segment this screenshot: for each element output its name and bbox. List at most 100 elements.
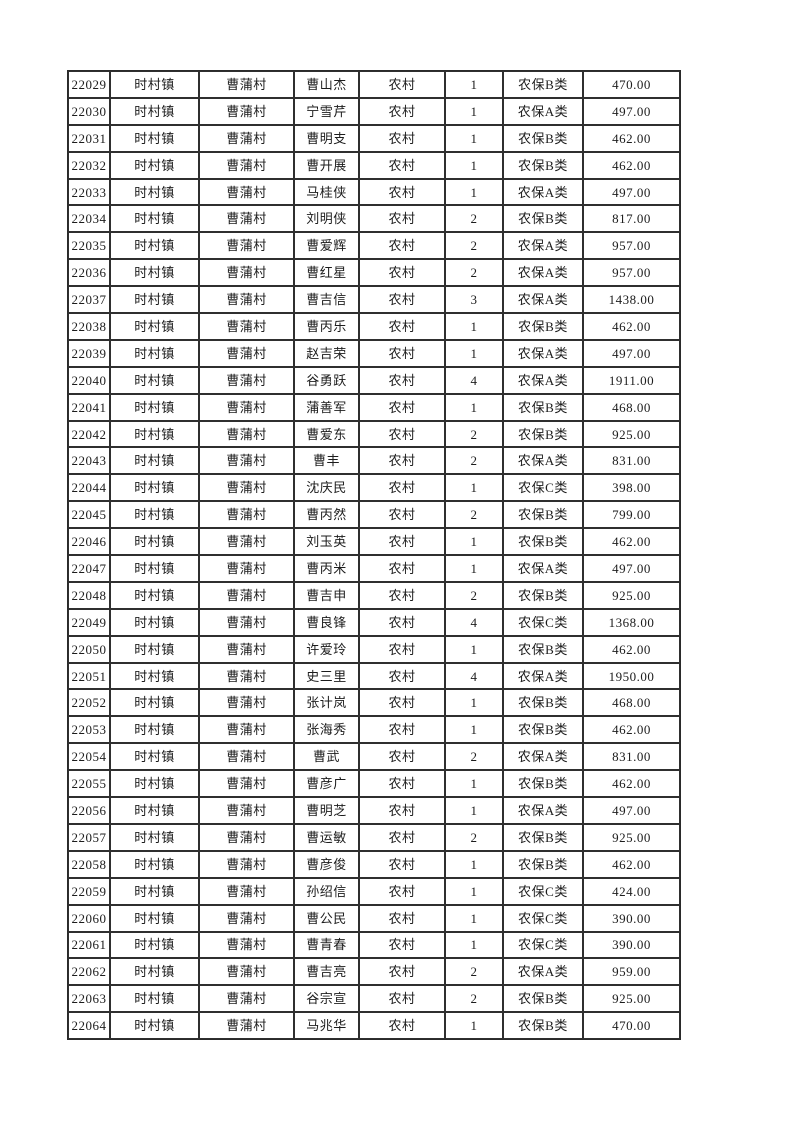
cell-town: 时村镇 xyxy=(110,958,199,986)
cell-insurance-class: 农保A类 xyxy=(503,97,583,125)
cell-town: 时村镇 xyxy=(110,662,199,690)
table-row: 22044 时村镇 曹蒲村 沈庆民 农村 1 农保C类 398.00 xyxy=(68,474,680,502)
cell-record-id: 22038 xyxy=(68,313,110,340)
cell-residence-type: 农村 xyxy=(359,770,445,798)
table-row: 22037 时村镇 曹蒲村 曹吉信 农村 3 农保A类 1438.00 xyxy=(68,286,680,314)
cell-village: 曹蒲村 xyxy=(199,1012,294,1040)
cell-town: 时村镇 xyxy=(110,366,199,394)
cell-village: 曹蒲村 xyxy=(199,555,294,582)
cell-amount: 959.00 xyxy=(583,958,680,986)
table-row: 22060 时村镇 曹蒲村 曹公民 农村 1 农保C类 390.00 xyxy=(68,904,680,932)
cell-person-count: 4 xyxy=(445,662,503,690)
cell-amount: 497.00 xyxy=(583,97,680,125)
cell-insurance-class: 农保B类 xyxy=(503,689,583,717)
cell-person-count: 1 xyxy=(445,555,503,582)
cell-town: 时村镇 xyxy=(110,823,199,851)
cell-village: 曹蒲村 xyxy=(199,501,294,529)
cell-amount: 925.00 xyxy=(583,985,680,1013)
cell-person-name: 曹良锋 xyxy=(294,608,359,636)
cell-person-name: 刘明侠 xyxy=(294,205,359,233)
cell-insurance-class: 农保B类 xyxy=(503,823,583,851)
cell-insurance-class: 农保B类 xyxy=(503,124,583,152)
cell-record-id: 22057 xyxy=(68,823,110,851)
cell-village: 曹蒲村 xyxy=(199,608,294,636)
cell-insurance-class: 农保B类 xyxy=(503,850,583,878)
cell-residence-type: 农村 xyxy=(359,662,445,690)
cell-person-name: 张海秀 xyxy=(294,716,359,744)
cell-amount: 462.00 xyxy=(583,124,680,152)
cell-record-id: 22055 xyxy=(68,770,110,798)
table-row: 22055 时村镇 曹蒲村 曹彦广 农村 1 农保B类 462.00 xyxy=(68,770,680,798)
cell-town: 时村镇 xyxy=(110,339,199,367)
cell-record-id: 22045 xyxy=(68,501,110,529)
cell-record-id: 22059 xyxy=(68,877,110,905)
cell-insurance-class: 农保A类 xyxy=(503,178,583,206)
cell-person-name: 曹吉信 xyxy=(294,286,359,314)
cell-village: 曹蒲村 xyxy=(199,985,294,1013)
cell-person-count: 2 xyxy=(445,743,503,771)
cell-person-name: 孙绍信 xyxy=(294,877,359,905)
cell-insurance-class: 农保B类 xyxy=(503,985,583,1013)
cell-village: 曹蒲村 xyxy=(199,259,294,287)
cell-record-id: 22043 xyxy=(68,447,110,475)
cell-town: 时村镇 xyxy=(110,904,199,932)
cell-town: 时村镇 xyxy=(110,501,199,529)
cell-person-count: 1 xyxy=(445,528,503,556)
cell-village: 曹蒲村 xyxy=(199,743,294,771)
cell-record-id: 22035 xyxy=(68,232,110,260)
cell-residence-type: 农村 xyxy=(359,581,445,609)
cell-village: 曹蒲村 xyxy=(199,528,294,556)
cell-residence-type: 农村 xyxy=(359,97,445,125)
table-body: 22029 时村镇 曹蒲村 曹山杰 农村 1 农保B类 470.00 22030 时村镇 曹蒲村 宁雪… xyxy=(68,71,680,1040)
cell-town: 时村镇 xyxy=(110,528,199,556)
cell-insurance-class: 农保B类 xyxy=(503,151,583,179)
cell-record-id: 22062 xyxy=(68,958,110,986)
cell-insurance-class: 农保C类 xyxy=(503,904,583,932)
table-row: 22050 时村镇 曹蒲村 许爱玲 农村 1 农保B类 462.00 xyxy=(68,635,680,663)
cell-person-count: 2 xyxy=(445,447,503,475)
cell-insurance-class: 农保A类 xyxy=(503,743,583,771)
cell-person-count: 1 xyxy=(445,689,503,717)
cell-record-id: 22051 xyxy=(68,662,110,690)
cell-person-count: 4 xyxy=(445,366,503,394)
cell-record-id: 22030 xyxy=(68,97,110,125)
cell-residence-type: 农村 xyxy=(359,743,445,771)
cell-town: 时村镇 xyxy=(110,178,199,206)
cell-amount: 497.00 xyxy=(583,555,680,582)
cell-amount: 957.00 xyxy=(583,259,680,287)
cell-village: 曹蒲村 xyxy=(199,716,294,744)
cell-residence-type: 农村 xyxy=(359,339,445,367)
cell-record-id: 22029 xyxy=(68,71,110,98)
cell-town: 时村镇 xyxy=(110,555,199,582)
cell-insurance-class: 农保A类 xyxy=(503,232,583,260)
cell-residence-type: 农村 xyxy=(359,904,445,932)
table-row: 22033 时村镇 曹蒲村 马桂侠 农村 1 农保A类 497.00 xyxy=(68,178,680,206)
cell-record-id: 22033 xyxy=(68,178,110,206)
cell-insurance-class: 农保B类 xyxy=(503,635,583,663)
cell-insurance-class: 农保B类 xyxy=(503,501,583,529)
cell-residence-type: 农村 xyxy=(359,1012,445,1040)
cell-insurance-class: 农保A类 xyxy=(503,259,583,287)
cell-insurance-class: 农保A类 xyxy=(503,958,583,986)
cell-village: 曹蒲村 xyxy=(199,366,294,394)
cell-record-id: 22047 xyxy=(68,555,110,582)
cell-amount: 462.00 xyxy=(583,770,680,798)
cell-person-name: 谷勇跃 xyxy=(294,366,359,394)
cell-town: 时村镇 xyxy=(110,689,199,717)
cell-village: 曹蒲村 xyxy=(199,205,294,233)
cell-insurance-class: 农保A类 xyxy=(503,366,583,394)
cell-record-id: 22046 xyxy=(68,528,110,556)
cell-person-count: 1 xyxy=(445,904,503,932)
cell-person-name: 曹吉申 xyxy=(294,581,359,609)
cell-record-id: 22056 xyxy=(68,797,110,824)
table-row: 22049 时村镇 曹蒲村 曹良锋 农村 4 农保C类 1368.00 xyxy=(68,608,680,636)
table-row: 22052 时村镇 曹蒲村 张计岚 农村 1 农保B类 468.00 xyxy=(68,689,680,717)
cell-record-id: 22058 xyxy=(68,850,110,878)
cell-town: 时村镇 xyxy=(110,313,199,340)
cell-town: 时村镇 xyxy=(110,743,199,771)
cell-village: 曹蒲村 xyxy=(199,581,294,609)
table-row: 22039 时村镇 曹蒲村 赵吉荣 农村 1 农保A类 497.00 xyxy=(68,339,680,367)
cell-person-name: 曹丰 xyxy=(294,447,359,475)
cell-insurance-class: 农保B类 xyxy=(503,71,583,98)
table-row: 22030 时村镇 曹蒲村 宁雪芹 农村 1 农保A类 497.00 xyxy=(68,97,680,125)
